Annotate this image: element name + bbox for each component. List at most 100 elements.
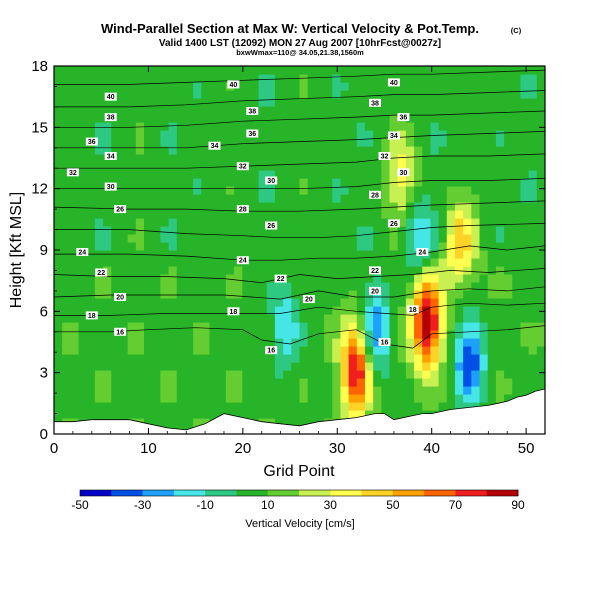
field-cell bbox=[307, 282, 317, 291]
field-cell bbox=[193, 274, 202, 283]
field-cell bbox=[184, 82, 194, 91]
field-cell bbox=[356, 74, 366, 83]
field-cell bbox=[266, 306, 276, 315]
field-cell bbox=[479, 386, 489, 395]
field-cell bbox=[274, 122, 284, 131]
field-cell bbox=[422, 370, 432, 379]
field-cell bbox=[446, 314, 456, 323]
field-cell bbox=[438, 178, 448, 187]
field-cell bbox=[307, 130, 317, 139]
field-cell bbox=[446, 346, 456, 355]
field-cell bbox=[438, 306, 448, 315]
field-cell bbox=[103, 314, 112, 323]
field-cell bbox=[340, 370, 350, 379]
field-cell bbox=[168, 234, 178, 243]
field-cell bbox=[291, 154, 301, 163]
field-cell bbox=[242, 362, 251, 371]
field-cell bbox=[266, 74, 276, 83]
field-cell bbox=[250, 114, 260, 123]
field-cell bbox=[209, 194, 219, 203]
field-cell bbox=[430, 98, 440, 107]
field-cell bbox=[422, 162, 432, 171]
field-cell bbox=[389, 362, 399, 371]
field-cell bbox=[512, 330, 522, 339]
field-cell bbox=[242, 346, 251, 355]
y-tick-label: 12 bbox=[31, 181, 48, 198]
field-cell bbox=[381, 74, 391, 83]
field-cell bbox=[184, 322, 194, 331]
field-cell bbox=[364, 122, 374, 131]
field-cell bbox=[397, 98, 407, 107]
theta-label-box bbox=[378, 152, 391, 160]
field-cell bbox=[291, 122, 301, 131]
field-cell bbox=[414, 314, 423, 323]
field-cell bbox=[160, 186, 170, 195]
field-cell bbox=[324, 250, 333, 259]
field-cell bbox=[242, 66, 251, 75]
field-cell bbox=[242, 274, 251, 283]
field-cell bbox=[414, 210, 423, 219]
field-cell bbox=[176, 362, 186, 371]
field-cell bbox=[144, 346, 153, 355]
field-cell bbox=[446, 282, 456, 291]
field-cell bbox=[70, 346, 80, 355]
field-cell bbox=[242, 138, 251, 147]
field-cell bbox=[512, 90, 522, 99]
field-cell bbox=[389, 314, 399, 323]
field-cell bbox=[389, 386, 399, 395]
field-cell bbox=[266, 202, 276, 211]
theta-label-text: 18 bbox=[88, 313, 96, 320]
field-cell bbox=[332, 210, 342, 219]
field-cell bbox=[324, 354, 333, 363]
field-cell bbox=[193, 98, 202, 107]
field-cell bbox=[135, 346, 145, 355]
field-cell bbox=[430, 242, 440, 251]
field-cell bbox=[258, 378, 268, 387]
field-cell bbox=[70, 130, 80, 139]
field-cell bbox=[324, 162, 333, 171]
field-cell bbox=[340, 114, 350, 123]
field-cell bbox=[176, 378, 186, 387]
field-cell bbox=[266, 106, 276, 115]
field-cell bbox=[430, 354, 440, 363]
field-cell bbox=[274, 250, 284, 259]
field-cell bbox=[389, 282, 399, 291]
field-cell bbox=[487, 138, 497, 147]
field-cell bbox=[324, 386, 333, 395]
field-cell bbox=[176, 234, 186, 243]
field-cell bbox=[340, 146, 350, 155]
field-cell bbox=[119, 394, 129, 403]
theta-contour-40 bbox=[54, 69, 545, 85]
field-cell bbox=[103, 162, 112, 171]
chart-subtitle-2: bxwWmax=110@ 34.05,21.38,1560m bbox=[236, 48, 364, 57]
field-cell bbox=[299, 418, 309, 427]
field-cell bbox=[340, 130, 350, 139]
theta-label-box bbox=[227, 307, 240, 316]
field-cell bbox=[135, 114, 145, 123]
field-cell bbox=[291, 162, 301, 171]
theta-label-box bbox=[236, 256, 249, 265]
field-cell bbox=[332, 410, 342, 419]
field-cell bbox=[340, 122, 350, 131]
field-cell bbox=[78, 98, 88, 107]
field-cell bbox=[176, 226, 186, 235]
field-cell bbox=[364, 322, 374, 331]
field-cell bbox=[422, 274, 432, 283]
field-cell bbox=[520, 66, 530, 75]
field-cell bbox=[512, 106, 522, 115]
field-cell bbox=[536, 290, 545, 299]
field-cell bbox=[536, 154, 545, 163]
field-cell bbox=[504, 394, 513, 403]
field-cell bbox=[250, 74, 260, 83]
field-cell bbox=[225, 130, 235, 139]
field-cell bbox=[225, 338, 235, 347]
field-cell bbox=[536, 274, 545, 283]
field-cell bbox=[324, 338, 333, 347]
field-cell bbox=[217, 322, 227, 331]
field-cell bbox=[225, 266, 235, 275]
field-cell bbox=[454, 282, 464, 291]
field-cell bbox=[504, 330, 513, 339]
field-cell bbox=[86, 378, 96, 387]
field-cell bbox=[258, 218, 268, 227]
field-cell bbox=[127, 290, 137, 299]
